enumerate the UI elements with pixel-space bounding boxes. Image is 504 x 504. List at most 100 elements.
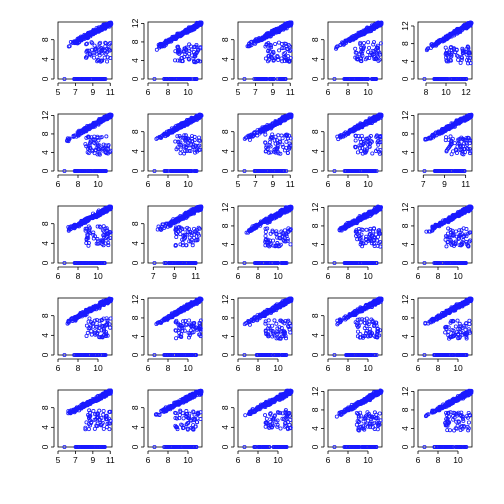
data-point <box>332 77 337 82</box>
data-point <box>91 77 96 82</box>
data-point <box>273 42 278 47</box>
data-point <box>262 36 267 41</box>
y-tick-label: 12 <box>40 110 50 120</box>
x-tick-label: 9 <box>270 87 275 97</box>
x-tick-label: 10 <box>183 179 193 189</box>
data-point <box>364 77 369 82</box>
data-point <box>369 51 374 56</box>
y-tick-label: 8 <box>310 223 320 228</box>
x-tick-label: 7 <box>253 87 258 97</box>
data-point <box>102 55 107 60</box>
data-point <box>267 30 272 35</box>
data-point <box>458 60 463 65</box>
data-point <box>89 77 94 82</box>
data-point <box>361 45 366 50</box>
data-point <box>189 47 194 52</box>
point-cloud <box>152 204 204 265</box>
data-point <box>253 41 258 46</box>
data-point <box>287 49 292 54</box>
data-point <box>195 23 200 28</box>
data-point <box>92 151 97 156</box>
y-tick-label: 8 <box>130 39 140 44</box>
data-point <box>187 77 192 82</box>
x-tick-label: 9 <box>442 179 447 189</box>
y-tick-label: 0 <box>400 76 410 81</box>
data-point <box>283 50 288 55</box>
data-point <box>342 41 347 46</box>
data-point <box>275 28 280 33</box>
y-tick-label: 8 <box>220 129 230 134</box>
data-point <box>92 43 97 48</box>
data-point <box>377 21 382 26</box>
data-point <box>360 77 365 82</box>
data-point <box>348 77 353 82</box>
data-point <box>97 41 102 46</box>
y-tick-label: 4 <box>130 241 140 246</box>
data-point <box>181 30 186 35</box>
y-tick-label: 8 <box>130 221 140 226</box>
data-point <box>263 56 268 61</box>
x-tick-label: 6 <box>56 179 61 189</box>
data-point <box>107 23 112 28</box>
data-point <box>192 27 197 32</box>
data-point <box>103 48 108 53</box>
data-point <box>90 41 95 46</box>
data-point <box>456 57 461 62</box>
data-point <box>88 52 93 57</box>
data-point <box>85 49 90 54</box>
data-point <box>103 40 108 45</box>
data-point <box>357 52 362 57</box>
data-point <box>178 147 183 152</box>
data-point <box>282 77 287 82</box>
data-point <box>180 55 185 60</box>
y-tick-label: 12 <box>400 21 410 31</box>
data-point <box>377 151 382 156</box>
point-cloud <box>152 112 204 173</box>
data-point <box>164 40 169 45</box>
data-point <box>108 56 113 61</box>
data-point <box>335 44 340 49</box>
data-point <box>350 77 355 82</box>
data-point <box>366 40 371 45</box>
data-point <box>372 77 377 82</box>
y-tick-label: 0 <box>130 168 140 173</box>
y-tick-label: 4 <box>400 59 410 64</box>
data-point <box>374 77 379 82</box>
data-point <box>276 58 281 63</box>
data-point <box>287 21 292 26</box>
y-tick-label: 4 <box>130 149 140 154</box>
data-point <box>107 48 112 53</box>
point-cloud <box>332 112 384 173</box>
point-cloud <box>422 112 474 173</box>
data-point <box>106 243 111 248</box>
data-point <box>195 59 200 64</box>
data-point <box>271 58 276 63</box>
y-tick-label: 0 <box>40 76 50 81</box>
x-tick-label: 8 <box>346 87 351 97</box>
x-tick-label: 10 <box>93 179 103 189</box>
point-cloud <box>422 20 474 82</box>
point-cloud <box>62 20 114 82</box>
data-point <box>374 56 379 61</box>
data-point <box>68 40 73 45</box>
data-point <box>279 42 284 47</box>
x-tick-label: 6 <box>326 179 331 189</box>
y-tick-label: 0 <box>130 76 140 81</box>
y-tick-label: 4 <box>40 57 50 62</box>
x-tick-label: 5 <box>56 87 61 97</box>
data-point <box>99 26 104 31</box>
data-point <box>93 47 98 52</box>
data-point <box>284 139 289 144</box>
data-point <box>352 77 357 82</box>
data-point <box>183 46 188 51</box>
data-point <box>288 22 293 27</box>
data-point <box>268 54 273 59</box>
y-tick-label: 0 <box>220 260 230 265</box>
data-point <box>88 31 93 36</box>
